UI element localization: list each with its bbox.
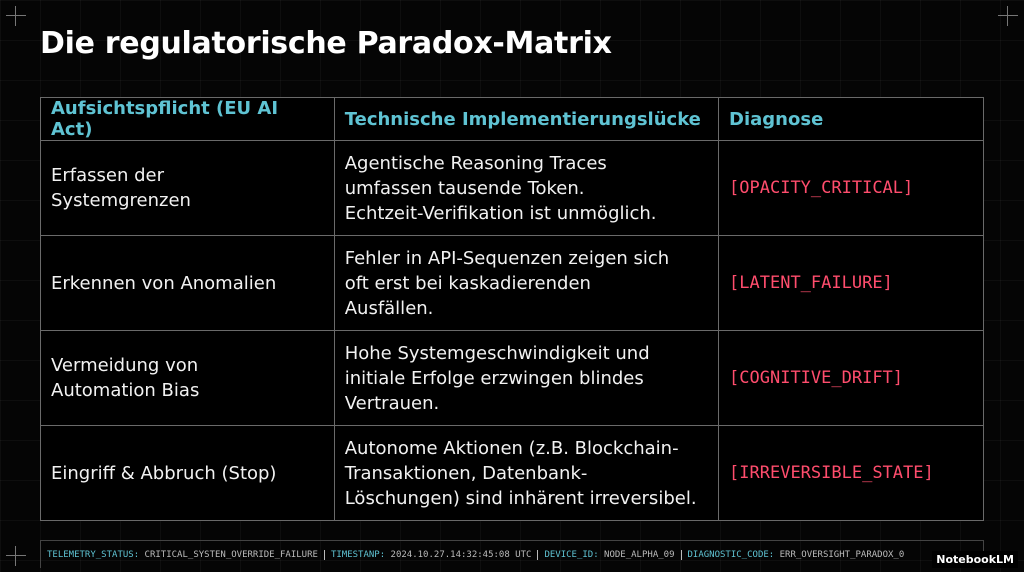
telemetry-value: NODE_ALPHA_09 <box>604 550 675 560</box>
table-cell: Erfassen der Systemgrenzen <box>40 140 335 236</box>
table-row: Erfassen der Systemgrenzen Agentische Rea… <box>40 140 984 236</box>
table-row: Vermeidung von Automation Bias Hohe Syste… <box>40 330 984 426</box>
diagnosis-cell: [OPACITY_CRITICAL] <box>718 140 984 236</box>
corner-mark <box>998 6 1018 26</box>
telemetry-label: DEVICE_ID: <box>544 550 599 560</box>
table-cell: Hohe Systemgeschwindigkeit und initiale … <box>333 330 720 426</box>
corner-mark <box>6 6 26 26</box>
column-header: Technische Implementierungslücke <box>333 97 720 141</box>
separator <box>323 549 325 560</box>
telemetry-value: 2024.10.27.14:32:45:08 UTC <box>390 550 532 560</box>
table-cell: Fehler in API-Sequenzen zeigen sich oft … <box>333 235 720 331</box>
telemetry-label: DIAGNOSTIC_CODE: <box>687 550 775 560</box>
header-row: Aufsichtspflicht (EU AI Act) Technische I… <box>40 97 984 141</box>
table-cell: Agentische Reasoning Traces umfassen tau… <box>333 140 720 236</box>
table-row: Erkennen von Anomalien Fehler in API-Sequ… <box>40 235 984 331</box>
table-cell: Eingriff & Abbruch (Stop) <box>40 425 335 521</box>
table-cell: Vermeidung von Automation Bias <box>40 330 335 426</box>
matrix-table: Aufsichtspflicht (EU AI Act) Technische I… <box>40 97 984 521</box>
watermark: NotebookLM <box>932 551 1018 568</box>
telemetry-bar: TELEMETRY_STATUS: CRITICAL_SYSTEN_OVERRI… <box>40 540 984 568</box>
separator <box>680 549 682 560</box>
column-header: Diagnose <box>718 97 984 141</box>
diagnosis-cell: [LATENT_FAILURE] <box>718 235 984 331</box>
table-cell: Autonome Aktionen (z.B. Blockchain- Tran… <box>333 425 720 521</box>
table-cell: Erkennen von Anomalien <box>40 235 335 331</box>
telemetry-value: ERR_OVERSIGHT_PARADOX_0 <box>779 550 905 560</box>
corner-mark <box>6 546 26 566</box>
table-body: Erfassen der Systemgrenzen Agentische Rea… <box>40 140 984 521</box>
telemetry-label: TELEMETRY_STATUS: <box>47 550 140 560</box>
telemetry-label: TIMESTANP: <box>330 550 386 560</box>
column-header: Aufsichtspflicht (EU AI Act) <box>40 97 335 141</box>
telemetry-value: CRITICAL_SYSTEN_OVERRIDE_FAILURE <box>144 550 318 560</box>
diagnosis-cell: [COGNITIVE_DRIFT] <box>718 330 984 426</box>
diagnosis-cell: [IRREVERSIBLE_STATE] <box>718 425 984 521</box>
title: Die regulatorische Paradox-Matrix <box>40 26 612 61</box>
table-row: Eingriff & Abbruch (Stop) Autonome Aktion… <box>40 425 984 521</box>
separator <box>537 549 539 560</box>
